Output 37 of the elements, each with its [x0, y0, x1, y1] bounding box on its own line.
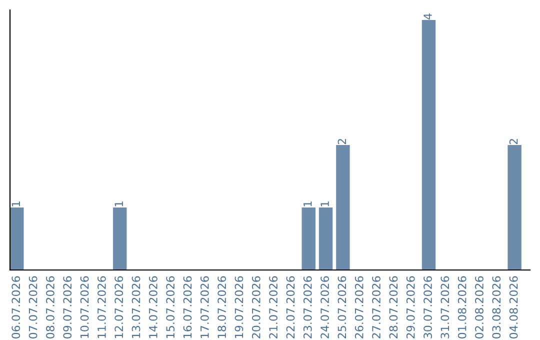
x-tick-label: 02.08.2026	[475, 276, 484, 338]
x-tick-label: 19.07.2026	[234, 276, 244, 338]
data-label: 2	[338, 139, 346, 144]
x-tick-label: 03.08.2026	[492, 276, 501, 338]
x-tick-label: 04.08.2026	[509, 276, 518, 338]
data-label: 1	[320, 201, 329, 206]
x-tick-label: 31.07.2026	[440, 276, 450, 338]
x-tick-label: 26.07.2026	[354, 276, 364, 338]
x-tick-label: 25.07.2026	[338, 276, 346, 338]
x-tick-label: 11.07.2026	[97, 276, 106, 338]
x-tick-label: 17.07.2026	[200, 276, 209, 338]
data-label: 4	[424, 14, 432, 20]
x-tick-label: 20.07.2026	[252, 276, 260, 338]
x-tick-label: 06.07.2026	[12, 276, 20, 338]
x-tick-label: 24.07.2026	[320, 276, 329, 338]
x-tick-label: 29.07.2026	[406, 276, 415, 338]
x-tick-label: 30.07.2026	[424, 276, 432, 338]
x-tick-label: 07.07.2026	[28, 276, 38, 338]
x-tick-label: 10.07.2026	[80, 276, 89, 338]
data-label: 1	[304, 201, 312, 206]
data-label: 2	[509, 139, 518, 144]
x-tick-label: 22.07.2026	[286, 276, 295, 338]
x-tick-label: 16.07.2026	[183, 276, 192, 338]
data-label: 1	[12, 201, 20, 206]
x-tick-label: 23.07.2026	[303, 276, 312, 338]
data-label: 1	[114, 201, 123, 206]
x-tick-label: 14.07.2026	[148, 276, 158, 338]
x-tick-label: 01.08.2026	[458, 276, 466, 338]
x-tick-label: 09.07.2026	[63, 276, 72, 338]
x-tick-label: 21.07.2026	[269, 276, 278, 338]
x-tick-label: 08.07.2026	[46, 276, 54, 338]
x-tick-label: 13.07.2026	[132, 276, 140, 338]
x-tick-label: 28.07.2026	[389, 276, 398, 338]
x-tick-label: 18.07.2026	[218, 276, 226, 338]
x-tick-label: 12.07.2026	[114, 276, 124, 338]
x-tick-label: 15.07.2026	[166, 276, 175, 338]
x-tick-label: 27.07.2026	[372, 276, 380, 338]
